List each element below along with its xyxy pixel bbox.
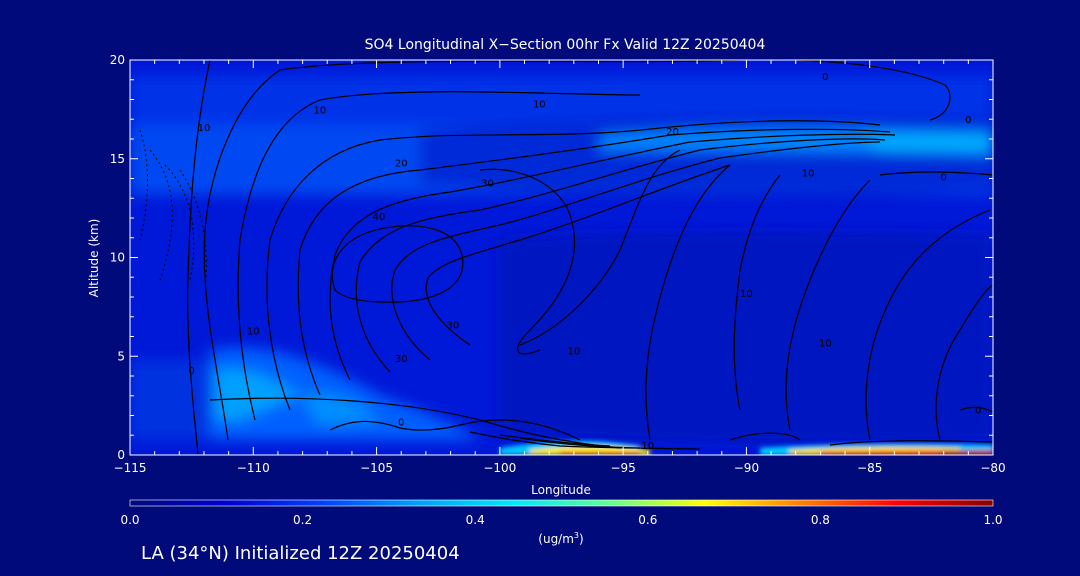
concentration-field [130, 75, 993, 443]
colorbar [129, 499, 994, 507]
contour-label: 10 [567, 346, 580, 357]
x-tick-label: −90 [734, 461, 759, 475]
colorbar-tick-label: 1.0 [983, 513, 1002, 527]
x-axis: −115 −110 −105 −100 −95 −90 −85 −80 [114, 60, 1006, 475]
surface-layer [500, 441, 993, 455]
y-tick-label: 15 [110, 152, 125, 166]
x-axis-label: Longitude [531, 483, 591, 497]
contour-label: 0 [975, 406, 981, 417]
colorbar-unit-main: (ug/m [538, 532, 574, 546]
x-tick-label: −115 [114, 461, 147, 475]
contour-label: 30 [481, 178, 494, 189]
contour-label: 10 [247, 327, 260, 338]
x-tick-label: −110 [237, 461, 270, 475]
y-axis: 0 5 10 15 20 [110, 53, 993, 462]
colorbar-unit-sup: 3 [574, 531, 579, 540]
contour-label: 10 [802, 169, 815, 180]
colorbar-ticks: 0.0 0.2 0.4 0.6 0.8 1.0 [120, 513, 1002, 527]
contour-label: 10 [641, 441, 654, 452]
contour-label: 10 [740, 289, 753, 300]
colorbar-unit-tail: ) [579, 532, 584, 546]
dashed-contours [139, 129, 207, 291]
x-tick-label: −95 [610, 461, 635, 475]
x-tick-label: −80 [980, 461, 1005, 475]
colorbar-tick-label: 0.8 [811, 513, 830, 527]
x-tick-label: −105 [360, 461, 393, 475]
contour-label: 0 [188, 366, 194, 377]
y-tick-label: 10 [110, 251, 125, 265]
y-tick-label: 0 [117, 448, 125, 462]
contour-label: 40 [373, 212, 386, 223]
footer-caption: LA (34°N) Initialized 12Z 20250404 [141, 543, 460, 564]
contour-lines [187, 60, 993, 455]
colorbar-tick-label: 0.0 [120, 513, 139, 527]
colorbar-tick-label: 0.6 [638, 513, 657, 527]
contour-labels: 10 10 10 0 20 20 30 40 10 0 0 30 10 10 10 30 10 0 0 0 10 [188, 72, 981, 452]
contour-label: 10 [819, 338, 832, 349]
contour-label: 0 [822, 72, 828, 83]
contour-label: 10 [198, 123, 211, 134]
contour-label: 30 [447, 321, 460, 332]
contour-label: 0 [398, 417, 404, 428]
colorbar-unit: (ug/m3) [538, 531, 583, 546]
y-tick-label: 5 [117, 349, 125, 363]
chart-title: SO4 Longitudinal X−Section 00hr Fx Valid… [365, 37, 766, 53]
x-tick-label: −85 [857, 461, 882, 475]
contour-label: 20 [666, 127, 679, 138]
x-tick-label: −100 [483, 461, 516, 475]
contour-label: 0 [940, 172, 946, 183]
contour-label: 30 [395, 354, 408, 365]
colorbar-tick-label: 0.2 [293, 513, 312, 527]
plot-area: 10 10 10 0 20 20 30 40 10 0 0 30 10 10 10 30 10 0 0 0 10 [130, 60, 993, 455]
contour-label: 10 [313, 105, 326, 116]
contour-label: 20 [395, 159, 408, 170]
colorbar-tick-label: 0.4 [466, 513, 485, 527]
contour-label: 0 [965, 115, 971, 126]
contour-label: 10 [533, 99, 546, 110]
y-tick-label: 20 [110, 53, 125, 67]
y-axis-label: Altitude (km) [87, 219, 101, 298]
